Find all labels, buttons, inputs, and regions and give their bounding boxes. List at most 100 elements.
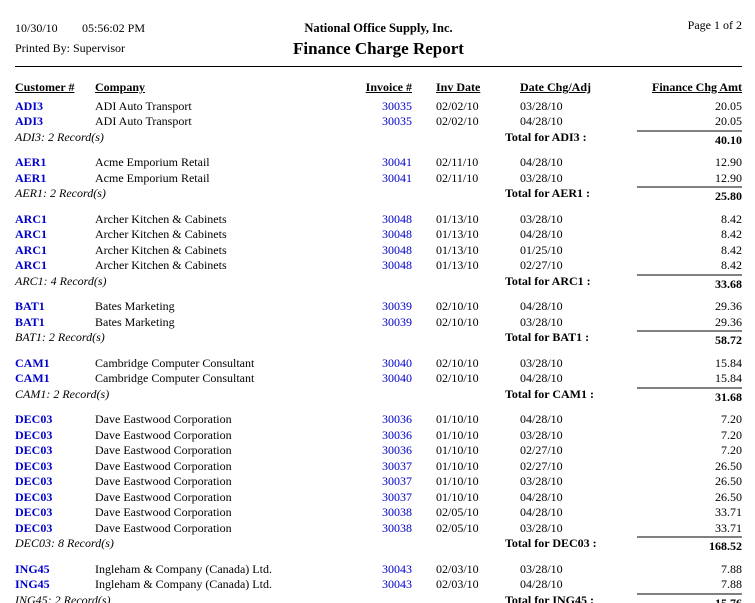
record-count: AER1: 2 Record(s) xyxy=(15,186,106,200)
customer-id-link[interactable]: DEC03 xyxy=(15,443,53,457)
invoice-link[interactable]: 30036 xyxy=(382,443,412,457)
invoice-link[interactable]: 30039 xyxy=(382,299,412,313)
total-label: Total for ARC1 : xyxy=(505,273,591,288)
invoice-link[interactable]: 30040 xyxy=(382,371,412,385)
report-row: DEC03 Dave Eastwood Corporation 30036 01… xyxy=(15,412,742,428)
report-row: AER1 Acme Emporium Retail 30041 02/11/10… xyxy=(15,155,742,171)
company-name-cell: Acme Emporium Retail xyxy=(95,155,210,169)
amount-cell: 33.71 xyxy=(715,505,742,519)
customer-id-link[interactable]: DEC03 xyxy=(15,427,53,442)
company-name-cell: ADI Auto Transport xyxy=(95,98,192,113)
invoice-link[interactable]: 30041 xyxy=(382,155,412,169)
col-amount: Finance Chg Amt xyxy=(652,80,742,94)
inv-date-cell: 02/02/10 xyxy=(436,114,479,128)
customer-id-link[interactable]: DEC03 xyxy=(15,474,53,488)
customer-id-link[interactable]: DEC03 xyxy=(15,520,53,535)
customer-group: ADI3 ADI Auto Transport 30035 02/02/10 0… xyxy=(15,99,742,149)
group-summary: ARC1: 4 Record(s) Total for ARC1 : 33.68 xyxy=(15,273,742,293)
report-row: ING45 Ingleham & Company (Canada) Ltd. 3… xyxy=(15,562,742,578)
date-chg-cell: 04/28/10 xyxy=(520,577,563,591)
company-name-cell: Dave Eastwood Corporation xyxy=(95,520,232,535)
customer-id-link[interactable]: ARC1 xyxy=(15,211,47,226)
invoice-link[interactable]: 30036 xyxy=(382,427,412,442)
report-row: ARC1 Archer Kitchen & Cabinets 30048 01/… xyxy=(15,212,742,228)
invoice-link[interactable]: 30035 xyxy=(382,98,412,113)
date-chg-cell: 03/28/10 xyxy=(520,561,563,576)
date-chg-cell: 03/28/10 xyxy=(520,98,563,113)
date-chg-cell: 03/28/10 xyxy=(520,355,563,370)
record-count: DEC03: 8 Record(s) xyxy=(15,536,114,550)
invoice-link[interactable]: 30048 xyxy=(382,242,412,257)
invoice-link[interactable]: 30038 xyxy=(382,520,412,535)
invoice-link[interactable]: 30038 xyxy=(382,505,412,519)
customer-id-link[interactable]: DEC03 xyxy=(15,505,53,519)
amount-cell: 8.42 xyxy=(721,227,742,241)
customer-id-link[interactable]: AER1 xyxy=(15,170,47,185)
invoice-link[interactable]: 30040 xyxy=(382,355,412,370)
customer-id-link[interactable]: AER1 xyxy=(15,155,47,169)
customer-id-link[interactable]: DEC03 xyxy=(15,458,53,473)
total-amount: 15.76 xyxy=(637,592,742,603)
invoice-link[interactable]: 30039 xyxy=(382,314,412,329)
inv-date-cell: 02/11/10 xyxy=(436,170,479,185)
invoice-link[interactable]: 30043 xyxy=(382,561,412,576)
report-row: DEC03 Dave Eastwood Corporation 30036 01… xyxy=(15,443,742,459)
invoice-link[interactable]: 30037 xyxy=(382,474,412,488)
invoice-link[interactable]: 30036 xyxy=(382,412,412,426)
report-row: CAM1 Cambridge Computer Consultant 30040… xyxy=(15,356,742,372)
inv-date-cell: 02/10/10 xyxy=(436,299,479,313)
customer-id-link[interactable]: ADI3 xyxy=(15,98,44,113)
group-rows: ARC1 Archer Kitchen & Cabinets 30048 01/… xyxy=(15,212,742,274)
customer-id-link[interactable]: BAT1 xyxy=(15,299,45,313)
customer-id-link[interactable]: ING45 xyxy=(15,561,50,576)
invoice-link[interactable]: 30035 xyxy=(382,114,412,128)
inv-date-cell: 02/11/10 xyxy=(436,155,479,169)
inv-date-cell: 01/10/10 xyxy=(436,427,479,442)
report-row: DEC03 Dave Eastwood Corporation 30038 02… xyxy=(15,505,742,521)
amount-cell: 15.84 xyxy=(715,355,742,370)
company-name-cell: Dave Eastwood Corporation xyxy=(95,474,232,488)
company-name-cell: Acme Emporium Retail xyxy=(95,170,210,185)
invoice-link[interactable]: 30043 xyxy=(382,577,412,591)
inv-date-cell: 02/03/10 xyxy=(436,577,479,591)
customer-id-link[interactable]: ARC1 xyxy=(15,258,47,272)
inv-date-cell: 02/02/10 xyxy=(436,98,479,113)
total-amount: 33.68 xyxy=(637,273,742,293)
inv-date-cell: 01/13/10 xyxy=(436,258,479,272)
record-count: ING45: 2 Record(s) xyxy=(15,592,111,603)
total-label: Total for CAM1 : xyxy=(505,386,594,401)
invoice-link[interactable]: 30048 xyxy=(382,258,412,272)
customer-id-link[interactable]: DEC03 xyxy=(15,489,53,504)
invoice-link[interactable]: 30037 xyxy=(382,489,412,504)
invoice-link[interactable]: 30048 xyxy=(382,211,412,226)
invoice-link[interactable]: 30037 xyxy=(382,458,412,473)
amount-cell: 20.05 xyxy=(715,98,742,113)
customer-id-link[interactable]: BAT1 xyxy=(15,314,45,329)
printed-by: Printed By: Supervisor xyxy=(15,41,125,55)
customer-group: AER1 Acme Emporium Retail 30041 02/11/10… xyxy=(15,155,742,205)
report-row: DEC03 Dave Eastwood Corporation 30037 01… xyxy=(15,474,742,490)
inv-date-cell: 02/03/10 xyxy=(436,561,479,576)
col-date-chg: Date Chg/Adj xyxy=(520,80,591,94)
customer-id-link[interactable]: DEC03 xyxy=(15,412,53,426)
customer-id-link[interactable]: ARC1 xyxy=(15,242,47,257)
print-datetime: 10/30/10 05:56:02 PM xyxy=(15,18,230,38)
customer-id-link[interactable]: ING45 xyxy=(15,577,50,591)
company-name-cell: Dave Eastwood Corporation xyxy=(95,427,232,442)
report-body: ADI3 ADI Auto Transport 30035 02/02/10 0… xyxy=(15,99,742,603)
date-chg-cell: 04/28/10 xyxy=(520,505,563,519)
date-chg-cell: 04/28/10 xyxy=(520,227,563,241)
company-name-cell: Dave Eastwood Corporation xyxy=(95,458,232,473)
amount-cell: 26.50 xyxy=(715,458,742,473)
inv-date-cell: 01/10/10 xyxy=(436,489,479,504)
company-name-cell: Dave Eastwood Corporation xyxy=(95,489,232,504)
invoice-link[interactable]: 30048 xyxy=(382,227,412,241)
customer-id-link[interactable]: CAM1 xyxy=(15,355,50,370)
customer-id-link[interactable]: CAM1 xyxy=(15,371,50,385)
invoice-link[interactable]: 30041 xyxy=(382,170,412,185)
customer-id-link[interactable]: ADI3 xyxy=(15,114,44,128)
inv-date-cell: 02/10/10 xyxy=(436,314,479,329)
date-chg-cell: 04/28/10 xyxy=(520,412,563,426)
customer-id-link[interactable]: ARC1 xyxy=(15,227,47,241)
col-customer: Customer # xyxy=(15,80,75,94)
